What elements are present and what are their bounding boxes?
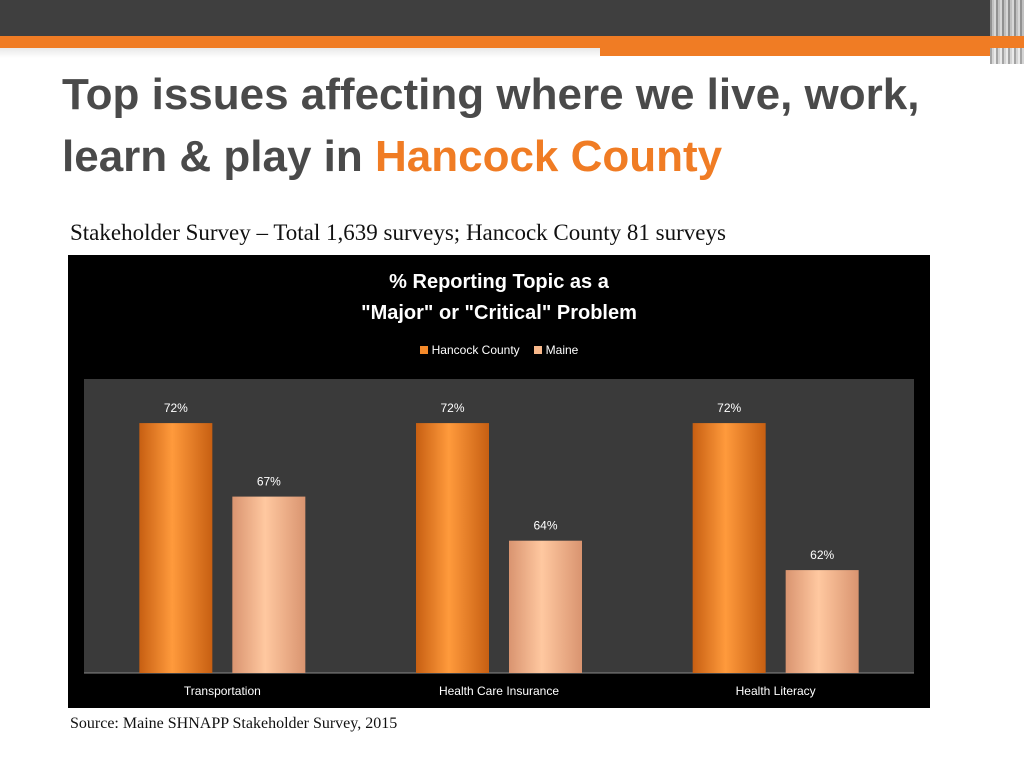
data-label-hancock-county-2: 72% [440,401,464,415]
data-label-hancock-county-1: 72% [164,401,188,415]
bar-hancock-county-2 [416,423,489,673]
data-label-maine-2: 64% [533,519,557,533]
legend-swatch-maine [533,346,542,354]
x-tick-label-2: Health Care Insurance [439,684,559,698]
legend-swatch-hancock [419,346,428,354]
title-line2-prefix: learn & play in [62,132,375,181]
title-highlight: Hancock County [374,132,723,181]
chart-legend: Hancock County Maine [68,343,930,357]
legend-label-maine: Maine [545,343,579,357]
bar-maine-2 [509,540,582,673]
top-bar [0,0,1024,64]
chart-title-line1: % Reporting Topic as a [389,271,609,293]
shadow-line [0,48,600,58]
bar-maine-3 [785,570,859,673]
title-line1: Top issues affecting where we live, work… [62,70,920,119]
chart-title-line2: "Major" or "Critical" Problem [361,302,637,324]
slide-subtitle: Stakeholder Survey – Total 1,639 surveys… [70,220,726,245]
bar-maine-1 [232,496,306,673]
legend-item-maine: Maine [533,343,579,357]
accent-line [0,36,1024,48]
bar-hancock-county-3 [692,423,766,673]
bar-chart: % Reporting Topic as a "Major" or "Criti… [68,255,930,708]
x-tick-label-1: Transportation [184,684,261,698]
legend-label-hancock: Hancock County [431,343,520,357]
chart-plot: 72% 67% Transportation 72% 64% Health Care In… [84,379,914,698]
bar-hancock-county-1 [139,423,213,673]
slide-title: Top issues affecting where we live, work… [62,64,962,188]
chart-title: % Reporting Topic as a "Major" or "Criti… [68,267,930,329]
decor-stripes [990,0,1024,64]
legend-item-hancock: Hancock County [419,343,520,357]
x-tick-label-3: Health Literacy [736,684,816,698]
plot-area [84,379,914,673]
source-note: Source: Maine SHNAPP Stakeholder Survey,… [70,715,398,732]
accent-line-secondary [600,48,990,56]
data-label-maine-1: 67% [257,475,281,489]
data-label-maine-3: 62% [810,548,834,562]
data-label-hancock-county-3: 72% [717,401,741,415]
